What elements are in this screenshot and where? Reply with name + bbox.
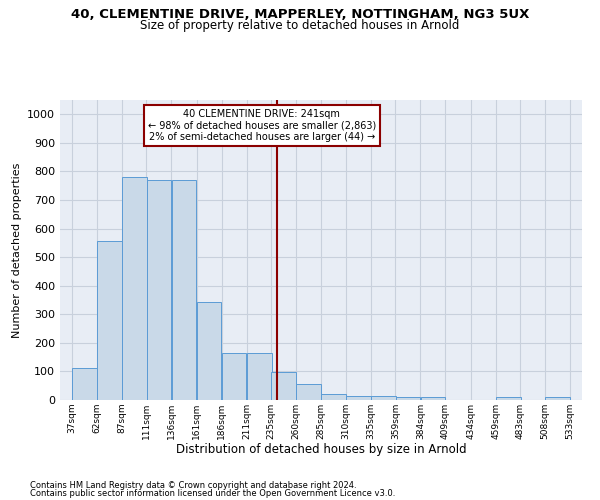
- Bar: [496, 397, 521, 400]
- Text: Contains HM Land Registry data © Crown copyright and database right 2024.: Contains HM Land Registry data © Crown c…: [30, 481, 356, 490]
- Text: Size of property relative to detached houses in Arnold: Size of property relative to detached ho…: [140, 19, 460, 32]
- Text: 40, CLEMENTINE DRIVE, MAPPERLEY, NOTTINGHAM, NG3 5UX: 40, CLEMENTINE DRIVE, MAPPERLEY, NOTTING…: [71, 8, 529, 20]
- Text: 40 CLEMENTINE DRIVE: 241sqm
← 98% of detached houses are smaller (2,863)
2% of s: 40 CLEMENTINE DRIVE: 241sqm ← 98% of det…: [148, 108, 376, 142]
- Bar: [346, 396, 371, 400]
- Bar: [72, 368, 97, 400]
- Bar: [321, 394, 346, 400]
- Bar: [247, 353, 272, 400]
- Bar: [271, 372, 296, 400]
- Bar: [222, 353, 247, 400]
- Bar: [122, 178, 147, 400]
- Bar: [146, 180, 171, 400]
- Bar: [421, 397, 445, 400]
- Bar: [97, 241, 122, 400]
- Text: Distribution of detached houses by size in Arnold: Distribution of detached houses by size …: [176, 442, 466, 456]
- Text: Contains public sector information licensed under the Open Government Licence v3: Contains public sector information licen…: [30, 489, 395, 498]
- Y-axis label: Number of detached properties: Number of detached properties: [11, 162, 22, 338]
- Bar: [371, 396, 396, 400]
- Bar: [296, 384, 321, 400]
- Bar: [395, 397, 420, 400]
- Bar: [197, 302, 221, 400]
- Bar: [172, 180, 196, 400]
- Bar: [545, 397, 570, 400]
